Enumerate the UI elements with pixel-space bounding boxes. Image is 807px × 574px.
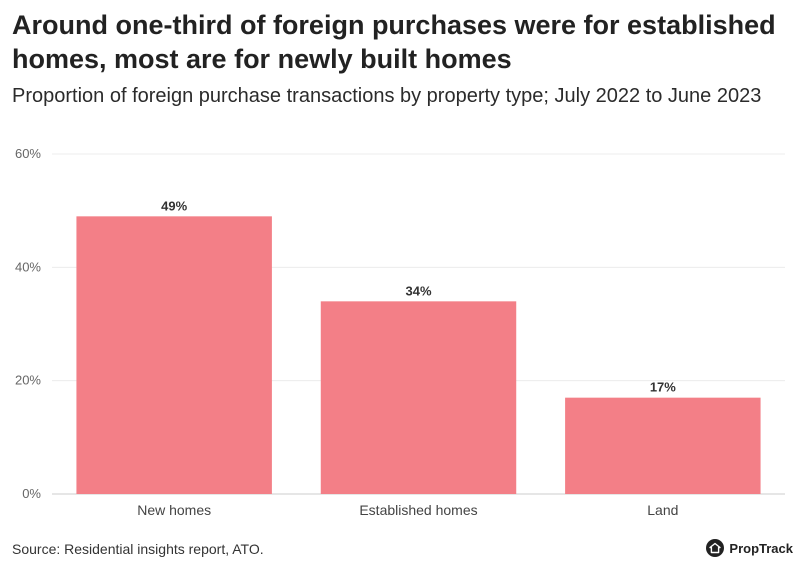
x-tick-label: Established homes bbox=[359, 502, 477, 518]
y-tick-label: 60% bbox=[15, 146, 41, 161]
chart-title: Around one-third of foreign purchases we… bbox=[12, 10, 776, 74]
data-label: 34% bbox=[405, 283, 431, 298]
source-note: Source: Residential insights report, ATO… bbox=[12, 541, 264, 557]
y-tick-label: 0% bbox=[22, 486, 41, 501]
bar-new-homes bbox=[76, 216, 272, 495]
y-tick-label: 20% bbox=[15, 373, 41, 388]
data-label: 17% bbox=[650, 380, 676, 395]
brand-name: PropTrack bbox=[729, 540, 793, 556]
chart-subtitle: Proportion of foreign purchase transacti… bbox=[12, 85, 762, 107]
bar-established-homes bbox=[320, 301, 517, 494]
labels: 0% 20% 40% 60% 49% New homes 34% Established ho… bbox=[15, 146, 678, 518]
x-tick-label: Land bbox=[647, 502, 678, 518]
x-tick-label: New homes bbox=[137, 502, 211, 518]
house-logo-icon bbox=[706, 539, 725, 557]
y-tick-label: 40% bbox=[15, 259, 41, 274]
bar-land bbox=[565, 397, 761, 494]
data-label: 49% bbox=[161, 198, 187, 213]
brand-logo: PropTrack bbox=[706, 539, 793, 557]
bars bbox=[76, 216, 761, 495]
